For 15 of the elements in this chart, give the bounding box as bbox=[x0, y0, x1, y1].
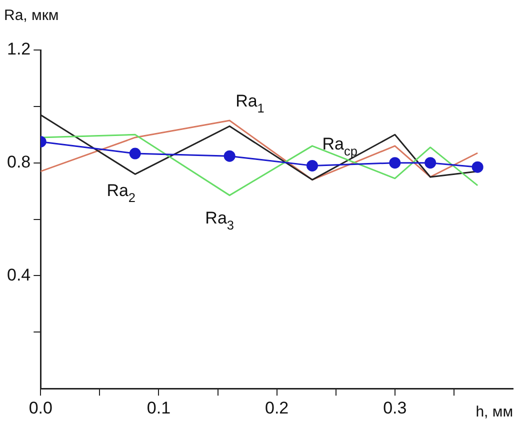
point bbox=[389, 157, 401, 169]
point bbox=[224, 150, 236, 162]
point bbox=[472, 161, 484, 173]
y-tick-label: 0.8 bbox=[6, 152, 31, 172]
point bbox=[424, 157, 436, 169]
y-axis-title: Ra, мкм bbox=[4, 7, 59, 24]
point bbox=[306, 160, 318, 172]
x-axis-title: h, мм bbox=[476, 404, 514, 421]
point bbox=[129, 148, 141, 160]
x-tick-label: 0.3 bbox=[383, 398, 407, 418]
y-tick-label: 0.4 bbox=[6, 265, 31, 284]
x-tick-label: 0.0 bbox=[28, 398, 52, 418]
x-tick-label: 0.1 bbox=[146, 398, 171, 418]
y-tick-label: 1.2 bbox=[6, 40, 31, 59]
x-tick-label: 0.2 bbox=[264, 398, 289, 418]
